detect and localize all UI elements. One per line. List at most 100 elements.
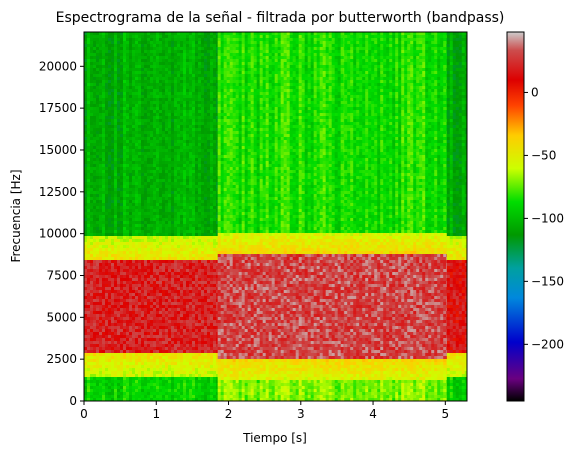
- heatmap-cell: [123, 182, 127, 186]
- heatmap-cell: [198, 260, 202, 264]
- heatmap-cell: [126, 212, 130, 216]
- heatmap-cell: [171, 47, 175, 51]
- heatmap-cell: [165, 335, 169, 339]
- heatmap-cell: [156, 80, 160, 84]
- heatmap-cell: [96, 110, 100, 114]
- heatmap-cell: [87, 86, 91, 90]
- heatmap-cell: [96, 374, 100, 378]
- heatmap-cell: [192, 302, 196, 306]
- heatmap-cell: [192, 362, 196, 366]
- heatmap-cell: [156, 227, 160, 231]
- heatmap-cell: [174, 170, 178, 174]
- heatmap-cell: [102, 377, 106, 381]
- heatmap-cell: [171, 236, 175, 240]
- heatmap-cell: [165, 308, 169, 312]
- heatmap-cell: [99, 374, 103, 378]
- heatmap-cell: [117, 398, 121, 401]
- heatmap-cell: [192, 182, 196, 186]
- heatmap-cell: [117, 386, 121, 390]
- heatmap-cell: [159, 266, 163, 270]
- heatmap-cell: [177, 263, 181, 267]
- heatmap-cell: [120, 377, 124, 381]
- heatmap-cell: [132, 392, 136, 396]
- heatmap-cell: [156, 296, 160, 300]
- heatmap-cell: [141, 119, 145, 123]
- heatmap-cell: [84, 110, 88, 114]
- heatmap-cell: [168, 326, 172, 330]
- heatmap-cell: [102, 71, 106, 75]
- heatmap-cell: [165, 380, 169, 384]
- heatmap-cell: [144, 122, 148, 126]
- heatmap-cell: [195, 233, 199, 237]
- heatmap-cell: [117, 77, 121, 81]
- heatmap-cell: [108, 272, 112, 276]
- heatmap-cell: [183, 236, 187, 240]
- heatmap-cell: [168, 53, 172, 57]
- heatmap-cell: [147, 359, 151, 363]
- heatmap-cell: [153, 71, 157, 75]
- heatmap-cell: [132, 287, 136, 291]
- heatmap-cell: [135, 266, 139, 270]
- heatmap-cell: [123, 278, 127, 282]
- heatmap-cell: [117, 344, 121, 348]
- heatmap-cell: [159, 59, 163, 63]
- heatmap-cell: [123, 44, 127, 48]
- heatmap-cell: [162, 149, 166, 153]
- heatmap-cell: [141, 32, 145, 36]
- heatmap-cell: [153, 263, 157, 267]
- heatmap-cell: [120, 347, 124, 351]
- heatmap-cell: [114, 257, 118, 261]
- heatmap-cell: [99, 146, 103, 150]
- heatmap-cell: [174, 302, 178, 306]
- heatmap-cell: [174, 56, 178, 60]
- heatmap-cell: [120, 269, 124, 273]
- heatmap-cell: [183, 275, 187, 279]
- heatmap-cell: [177, 206, 181, 210]
- heatmap-cell: [90, 299, 94, 303]
- heatmap-cell: [180, 257, 184, 261]
- heatmap-cell: [96, 296, 100, 300]
- heatmap-cell: [117, 251, 121, 255]
- heatmap-cell: [150, 359, 154, 363]
- heatmap-cell: [156, 248, 160, 252]
- heatmap-cell: [204, 197, 208, 201]
- heatmap-cell: [120, 356, 124, 360]
- heatmap-cell: [90, 47, 94, 51]
- heatmap-cell: [123, 185, 127, 189]
- heatmap-cell: [108, 290, 112, 294]
- heatmap-cell: [99, 278, 103, 282]
- heatmap-cell: [162, 230, 166, 234]
- heatmap-cell: [162, 377, 166, 381]
- heatmap-cell: [165, 383, 169, 387]
- heatmap-cell: [204, 137, 208, 141]
- heatmap-cell: [168, 389, 172, 393]
- heatmap-cell: [156, 200, 160, 204]
- heatmap-cell: [87, 368, 91, 372]
- heatmap-cell: [165, 269, 169, 273]
- heatmap-cell: [102, 242, 106, 246]
- heatmap-cell: [174, 281, 178, 285]
- heatmap-cell: [90, 128, 94, 132]
- heatmap-cell: [165, 311, 169, 315]
- heatmap-cell: [189, 131, 193, 135]
- heatmap-cell: [183, 227, 187, 231]
- heatmap-cell: [147, 293, 151, 297]
- heatmap-cell: [99, 119, 103, 123]
- heatmap-cell: [195, 389, 199, 393]
- heatmap-cell: [183, 248, 187, 252]
- heatmap-cell: [183, 56, 187, 60]
- heatmap-cell: [177, 134, 181, 138]
- heatmap-cell: [186, 140, 190, 144]
- heatmap-cell: [180, 314, 184, 318]
- heatmap-cell: [177, 161, 181, 165]
- heatmap-cell: [171, 38, 175, 42]
- heatmap-cell: [93, 131, 97, 135]
- heatmap-cell: [186, 230, 190, 234]
- heatmap-cell: [114, 101, 118, 105]
- heatmap-cell: [180, 305, 184, 309]
- heatmap-cell: [183, 224, 187, 228]
- heatmap-cell: [102, 89, 106, 93]
- heatmap-cell: [96, 125, 100, 129]
- heatmap-cell: [108, 149, 112, 153]
- heatmap-cell: [186, 119, 190, 123]
